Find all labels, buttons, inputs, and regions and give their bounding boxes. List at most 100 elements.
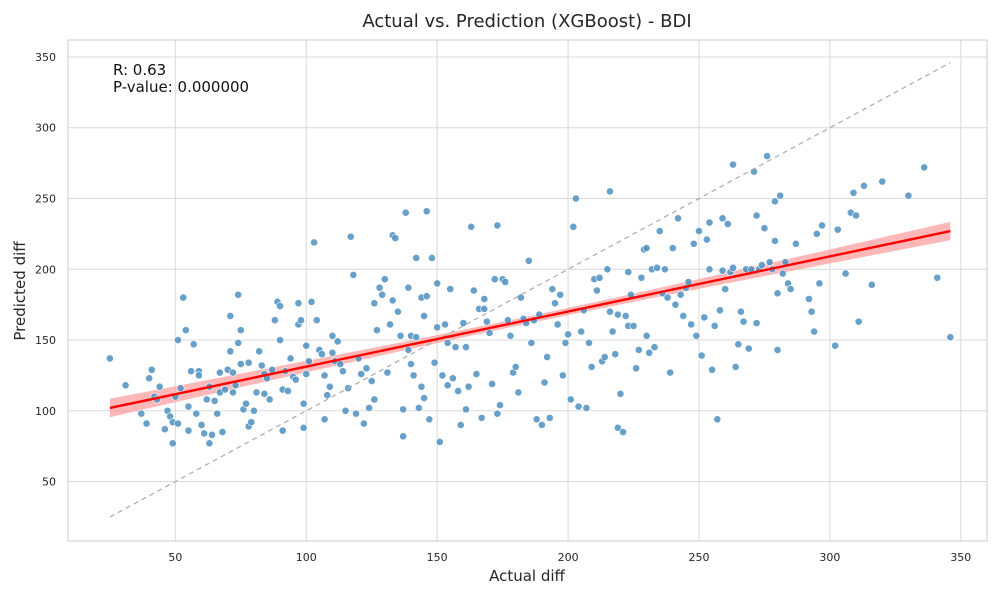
scatter-point (805, 295, 813, 303)
scatter-point (320, 415, 329, 424)
scatter-point (721, 285, 730, 293)
scatter-point (653, 263, 662, 272)
scatter-point (236, 360, 245, 368)
scatter-point (318, 350, 326, 359)
scatter-point (729, 160, 737, 169)
scatter-point (852, 211, 860, 220)
scatter-point (501, 278, 510, 286)
scatter-point (417, 382, 426, 391)
scatter-point (229, 368, 237, 377)
scatter-point (362, 364, 371, 373)
scatter-point (736, 307, 745, 316)
scatter-point (632, 364, 641, 373)
x-tick-label: 350 (950, 551, 971, 564)
scatter-point (192, 409, 201, 418)
scatter-point (676, 290, 685, 299)
scatter-point (346, 232, 355, 241)
y-tick-label: 250 (35, 193, 56, 206)
scatter-point (459, 319, 468, 327)
scatter-point (302, 341, 311, 350)
scatter-point (739, 317, 748, 326)
scatter-point (729, 263, 737, 272)
scatter-point (496, 401, 504, 410)
scatter-point (697, 351, 706, 360)
scatter-point (242, 399, 250, 408)
x-tick-label: 300 (819, 551, 840, 564)
scatter-point (221, 385, 229, 394)
scatter-point (213, 409, 222, 418)
scatter-point (451, 343, 460, 352)
scatter-point (200, 429, 209, 438)
scatter-point (655, 227, 664, 235)
scatter-point (645, 348, 654, 357)
y-tick-label: 50 (42, 476, 56, 489)
scatter-point (543, 353, 552, 361)
scatter-point (176, 384, 185, 393)
identity-line (109, 62, 951, 518)
scatter-point (373, 326, 381, 335)
scatter-point (357, 370, 366, 378)
scatter-point (831, 341, 840, 350)
scatter-point (260, 389, 269, 398)
scatter-point (603, 265, 612, 274)
scatter-point (291, 375, 300, 384)
scatter-point (619, 428, 627, 436)
scatter-point (572, 194, 580, 203)
scatter-point (174, 336, 182, 344)
scatter-point (255, 347, 264, 356)
scatter-point (713, 415, 722, 424)
scatter-point (485, 329, 494, 337)
scatter-point (904, 191, 913, 200)
scatter-point (532, 415, 541, 424)
scatter-point (278, 426, 287, 435)
scatter-point (401, 208, 410, 217)
scatter-point (613, 423, 622, 432)
scatter-point (608, 327, 617, 336)
scatter-point (705, 218, 714, 227)
scatter-point (302, 370, 311, 378)
scatter-point (210, 396, 219, 405)
scatter-point (561, 338, 570, 347)
y-tick-label: 350 (35, 51, 56, 64)
scatter-point (763, 152, 771, 160)
scatter-point (341, 406, 350, 415)
scatter-point (778, 269, 787, 278)
x-tick-label: 150 (427, 551, 448, 564)
scatter-point (527, 338, 536, 347)
scatter-point (920, 163, 929, 172)
chart-title: Actual vs. Prediction (XGBoost) - BDI (362, 11, 691, 32)
scatter-point (276, 336, 284, 344)
scatter-point (229, 388, 237, 397)
scatter-point (179, 293, 188, 302)
scatter-point (422, 292, 431, 301)
scatter-point (336, 360, 345, 368)
scatter-point (705, 265, 714, 274)
grid-lines (68, 40, 987, 541)
scatter-point (595, 273, 604, 282)
r-annotation: R: 0.63 (113, 61, 166, 79)
scatter-point (435, 438, 444, 446)
scatter-point (404, 283, 413, 292)
y-tick-label: 150 (35, 334, 56, 347)
scatter-point (854, 317, 863, 326)
scatter-point (425, 415, 434, 424)
scatter-point (265, 395, 274, 404)
scatter-point (671, 300, 680, 309)
scatter-point (734, 340, 743, 349)
scatter-point (634, 346, 643, 354)
scatter-point (674, 214, 682, 223)
scatter-point (184, 402, 193, 411)
scatter-point (412, 254, 421, 262)
scatter-point (786, 285, 795, 293)
scatter-point (208, 430, 216, 439)
scatter-point (668, 244, 677, 252)
scatter-point (718, 214, 727, 223)
scatter-point (663, 293, 672, 302)
scatter-point (760, 224, 769, 233)
scatter-point (723, 220, 732, 228)
scatter-point (380, 275, 389, 284)
scatter-point (791, 239, 800, 248)
scatter-point (370, 299, 379, 308)
scatter-point (642, 244, 651, 252)
scatter-point (771, 197, 779, 206)
